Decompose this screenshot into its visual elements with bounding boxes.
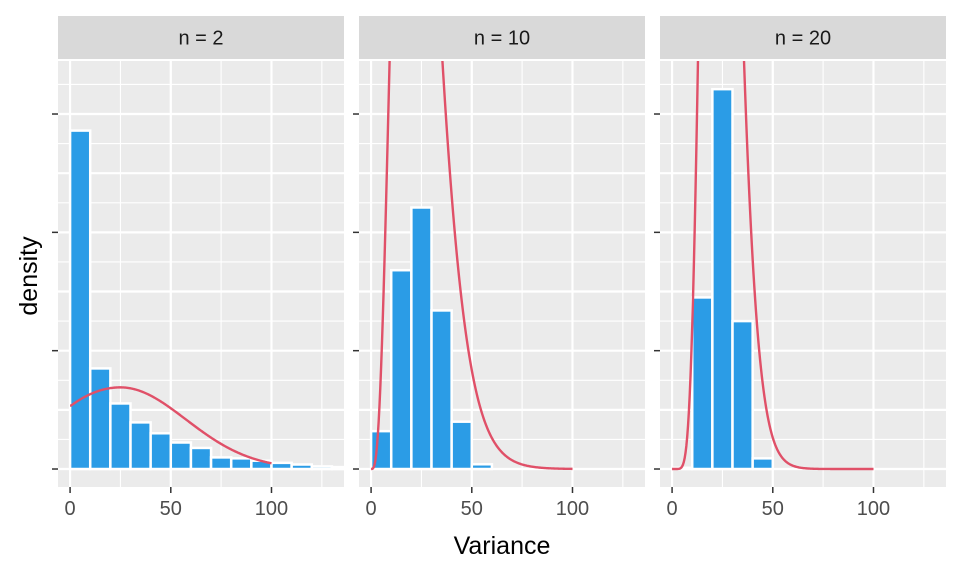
histogram-bar — [731, 319, 754, 471]
x-tick-label: 100 — [556, 498, 589, 520]
histogram-bar — [690, 296, 714, 471]
panel-strip — [660, 16, 946, 59]
x-tick-label: 50 — [461, 498, 483, 520]
histogram-bar — [310, 465, 334, 471]
histogram-bar — [229, 457, 253, 471]
plot-contents — [660, 61, 946, 487]
histogram-bar — [751, 457, 775, 471]
panel-strip-label: n = 20 — [775, 28, 831, 50]
histogram-bar — [169, 441, 193, 471]
x-tick-label: 50 — [160, 498, 182, 520]
x-tick-label: 0 — [366, 498, 377, 520]
histogram-bar — [88, 367, 112, 471]
histogram-bar — [68, 129, 92, 471]
panel-strip-label: n = 2 — [178, 28, 223, 50]
histogram-bar — [189, 446, 213, 471]
histogram-bar — [389, 268, 413, 471]
histogram-bar — [330, 465, 344, 471]
histogram-bar — [470, 463, 494, 471]
histogram-bar — [450, 420, 474, 471]
histogram-bar — [410, 206, 433, 471]
histogram-bar — [129, 421, 152, 471]
density-curve — [671, 61, 874, 471]
panel-2: n = 10 0 50 100 — [353, 16, 645, 520]
x-tick-label: 0 — [667, 498, 678, 520]
density-curve — [69, 386, 272, 465]
plot-contents — [58, 61, 344, 487]
x-axis-title: Variance — [454, 532, 551, 560]
y-axis-title: density — [15, 236, 43, 316]
panel-1: n = 2 0 50 100 — [52, 16, 344, 520]
x-tick-label: 100 — [857, 498, 890, 520]
density-curve — [370, 61, 573, 471]
x-tick-label: 100 — [255, 498, 288, 520]
histogram-bar — [290, 463, 314, 471]
panel-3: n = 20 0 50 100 — [654, 16, 946, 520]
histogram-bar — [270, 461, 293, 471]
x-tick-label: 0 — [65, 498, 76, 520]
histogram-bar — [209, 456, 233, 471]
panel-strip — [359, 16, 645, 59]
plot-contents — [359, 61, 645, 487]
histogram-bar — [711, 87, 734, 471]
panel-strip-label: n = 10 — [474, 28, 530, 50]
x-tick-label: 50 — [762, 498, 784, 520]
histogram-bar — [109, 402, 132, 471]
panel-strip — [58, 16, 344, 59]
histogram-bar — [149, 432, 173, 471]
histogram-bar — [430, 309, 453, 471]
